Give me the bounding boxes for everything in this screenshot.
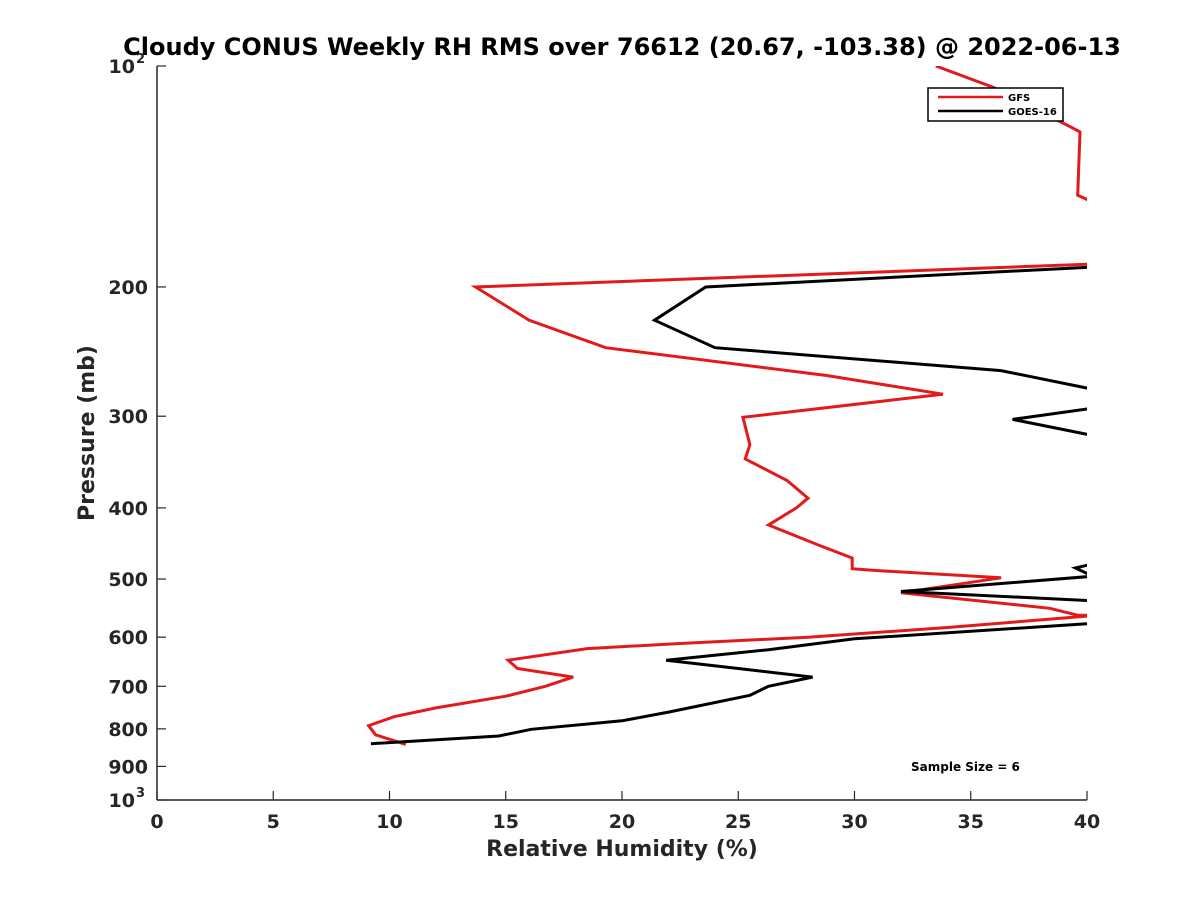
x-tick-label: 25 bbox=[725, 811, 751, 833]
x-tick-label: 10 bbox=[376, 811, 402, 833]
y-tick-label-base: 10 bbox=[109, 790, 135, 812]
legend-label-goes16: GOES-16 bbox=[1008, 107, 1057, 118]
x-axis-label: Relative Humidity (%) bbox=[486, 837, 758, 862]
x-tick-label: 20 bbox=[609, 811, 635, 833]
x-ticks: 0 5 10 15 20 25 30 35 40 bbox=[150, 791, 1100, 833]
legend-label-gfs: GFS bbox=[1008, 93, 1030, 104]
y-axis-label: Pressure (mb) bbox=[75, 345, 100, 521]
chart-title: Cloudy CONUS Weekly RH RMS over 76612 (2… bbox=[123, 33, 1121, 61]
series-line-goes16 bbox=[370, 265, 1087, 746]
y-tick-label: 200 bbox=[108, 277, 148, 299]
x-tick-label: 35 bbox=[958, 811, 984, 833]
legend-box bbox=[927, 87, 1064, 122]
x-tick-label: 0 bbox=[150, 811, 163, 833]
y-tick-label: 600 bbox=[108, 627, 148, 649]
y-tick-label-exponent: 2 bbox=[136, 52, 145, 67]
y-tick-label: 700 bbox=[108, 676, 148, 698]
y-tick-label-exponent: 3 bbox=[136, 786, 145, 801]
series-line-gfs bbox=[366, 66, 1087, 746]
x-tick-label: 30 bbox=[841, 811, 867, 833]
y-tick-label: 300 bbox=[108, 406, 148, 428]
legend: GFS GOES-16 bbox=[927, 87, 1064, 122]
x-tick-label: 40 bbox=[1074, 811, 1100, 833]
x-tick-label: 15 bbox=[493, 811, 519, 833]
series-layer bbox=[366, 66, 1087, 746]
y-tick-label-base: 10 bbox=[109, 56, 135, 78]
y-tick-label: 500 bbox=[108, 569, 148, 591]
sample-size-annotation: Sample Size = 6 bbox=[911, 760, 1020, 774]
x-tick-label: 5 bbox=[267, 811, 280, 833]
y-tick-label: 800 bbox=[108, 719, 148, 741]
y-tick-label: 400 bbox=[108, 498, 148, 520]
y-tick-label: 900 bbox=[108, 756, 148, 778]
